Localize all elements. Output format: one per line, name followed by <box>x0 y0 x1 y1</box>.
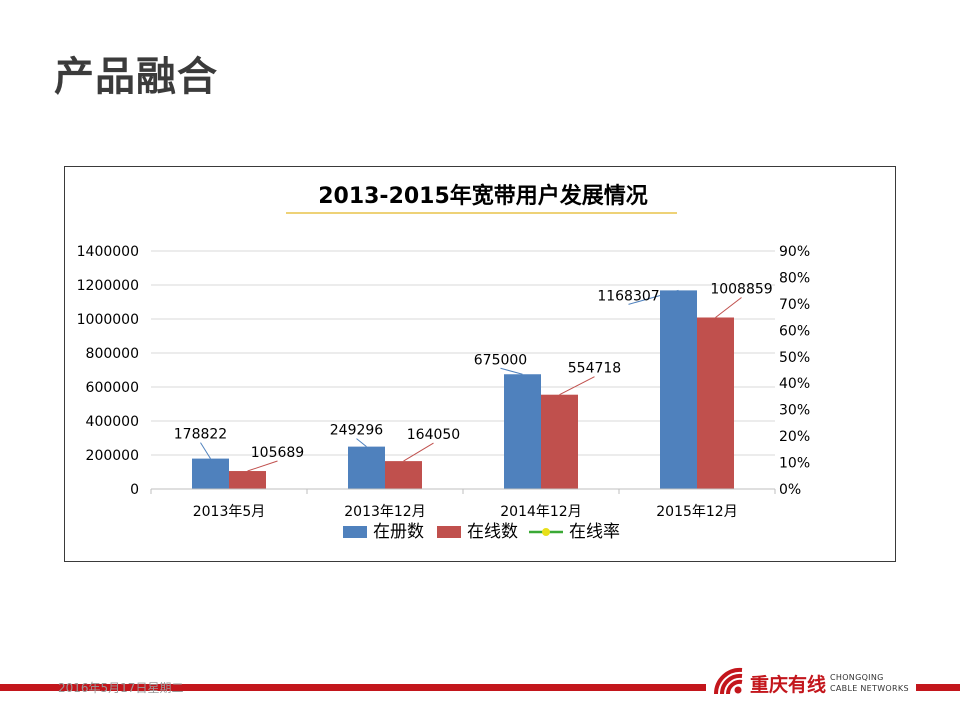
label-leader <box>628 289 679 305</box>
label-leader <box>559 376 595 396</box>
footer-bar-left <box>0 684 706 691</box>
slide-title: 产品融合 <box>54 54 218 100</box>
legend-label: 在线数 <box>467 522 518 542</box>
y-tick-label: 1400000 <box>77 244 139 260</box>
y2-tick-label: 40% <box>779 376 810 392</box>
y2-tick-label: 60% <box>779 323 810 339</box>
y-tick-label: 200000 <box>86 448 139 464</box>
y2-tick-label: 90% <box>779 244 810 260</box>
label-leader <box>500 367 523 375</box>
legend-swatch <box>343 526 367 538</box>
chart-title: 2013-2015年宽带用户发展情况 <box>318 183 648 209</box>
footer-date: 2016年5月17日星期二 <box>58 681 184 695</box>
bar-online <box>541 394 578 489</box>
data-label: 178822 <box>174 427 227 443</box>
legend: 在册数 在线数 在线率 <box>343 522 620 542</box>
label-leader <box>200 442 211 459</box>
y2-tick-label: 70% <box>779 297 810 313</box>
bar-registered <box>504 374 541 489</box>
x-tick-label: 2015年12月 <box>656 504 737 520</box>
label-leader <box>247 460 278 472</box>
legend-swatch <box>437 526 461 538</box>
data-label: 1168307 <box>597 288 659 304</box>
bar-online <box>229 471 266 489</box>
y-tick-label: 1200000 <box>77 278 139 294</box>
y2-tick-label: 50% <box>779 350 810 366</box>
axes: 0 200000 400000 600000 800000 1000000 1200000 1… <box>77 244 810 520</box>
y-tick-label: 800000 <box>86 346 139 362</box>
logo-text-en-1: CHONGQING <box>830 673 884 682</box>
logo-text-en-2: CABLE NETWORKS <box>830 684 909 693</box>
data-label: 249296 <box>330 423 384 439</box>
label-leader <box>403 442 434 462</box>
broadband-user-chart: 2013-2015年宽带用户发展情况 0 200000 400000 600000 80… <box>77 183 810 542</box>
y-tick-label: 400000 <box>86 414 139 430</box>
x-tick-label: 2014年12月 <box>500 504 581 520</box>
y2-tick-label: 10% <box>779 456 810 472</box>
x-tick-label: 2013年5月 <box>193 504 266 520</box>
data-label: 105689 <box>251 445 304 461</box>
y2-tick-label: 0% <box>779 482 801 498</box>
label-leader <box>356 438 367 448</box>
bar-registered <box>192 458 229 489</box>
logo-text-cn: 重庆有线 <box>750 674 827 696</box>
data-label: 554718 <box>568 361 621 377</box>
bars <box>192 290 734 489</box>
y2-tick-label: 80% <box>779 270 810 286</box>
legend-label: 在册数 <box>373 522 424 542</box>
y-tick-label: 0 <box>130 482 139 498</box>
x-tick-label: 2013年12月 <box>344 504 425 520</box>
bar-registered <box>660 290 697 489</box>
company-logo: 重庆有线 CHONGQING CABLE NETWORKS <box>712 664 912 704</box>
data-label: 675000 <box>474 352 527 368</box>
footer-bar-right <box>916 684 960 691</box>
bar-online <box>385 461 422 489</box>
bar-registered <box>348 446 385 489</box>
y-tick-label: 1000000 <box>77 312 139 328</box>
y2-tick-label: 20% <box>779 429 810 445</box>
data-label: 1008859 <box>710 281 772 297</box>
data-label: 164050 <box>407 427 460 443</box>
label-leader <box>715 297 742 318</box>
y2-tick-label: 30% <box>779 403 810 419</box>
y-tick-label: 600000 <box>86 380 139 396</box>
legend-label: 在线率 <box>569 522 620 542</box>
legend-line-marker <box>542 528 550 536</box>
logo-signal-icon <box>712 664 746 698</box>
bar-online <box>697 317 734 489</box>
data-labels: 178822 105689 249296 164050 675000 554718 1168… <box>174 281 773 472</box>
gridlines <box>151 250 775 456</box>
chart-frame: 2013-2015年宽带用户发展情况 0 200000 400000 600000 80… <box>64 166 896 562</box>
